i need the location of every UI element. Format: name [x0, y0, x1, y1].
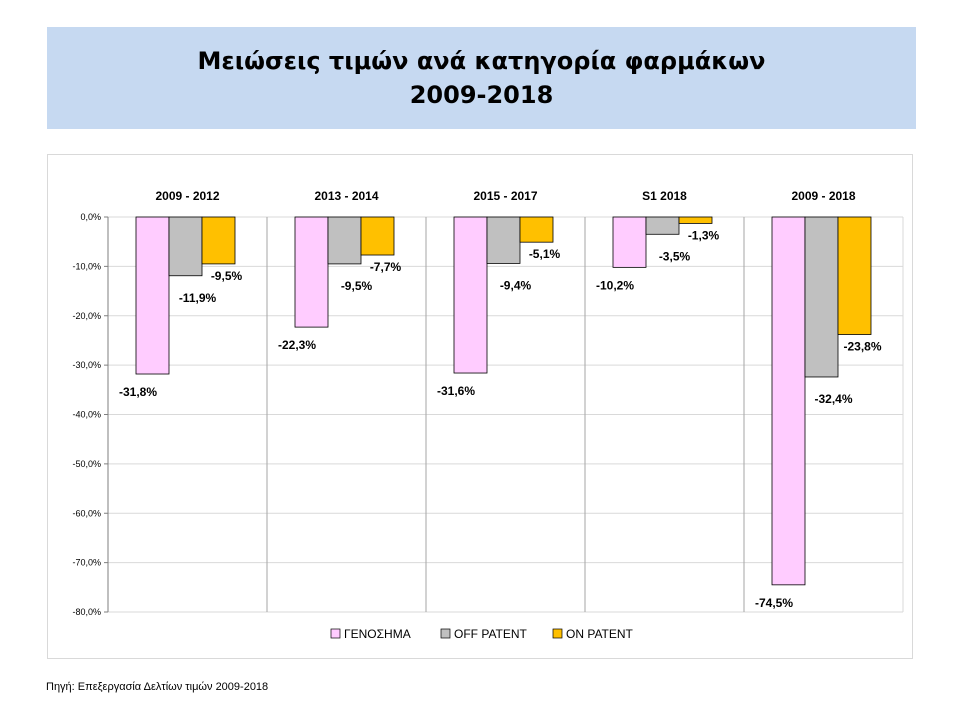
- bar: [201, 216, 236, 265]
- data-label: -23,8%: [843, 340, 881, 354]
- data-label: -3,5%: [659, 249, 691, 263]
- y-tick-label: -30,0%: [72, 360, 101, 370]
- category-label: 2013 - 2014: [314, 189, 378, 203]
- bar: [771, 216, 806, 586]
- bar: [645, 216, 680, 235]
- bar: [360, 216, 395, 256]
- data-label: -1,3%: [688, 228, 720, 242]
- category-label: 2015 - 2017: [473, 189, 537, 203]
- data-label: -11,9%: [179, 291, 217, 305]
- data-label: -10,2%: [596, 278, 634, 292]
- y-tick-label: -70,0%: [72, 558, 101, 568]
- data-label: -5,1%: [529, 247, 561, 261]
- legend-label: ON PATENT: [566, 627, 634, 641]
- data-label: -9,5%: [341, 279, 373, 293]
- data-label: -31,6%: [437, 384, 475, 398]
- data-label: -7,7%: [370, 260, 402, 274]
- bar: [612, 216, 647, 268]
- chart-area: 0,0% -10,0% -20,0% -30,0% -40,0% -50,0% -60,0%…: [47, 154, 913, 659]
- data-label: -22,3%: [278, 338, 316, 352]
- legend-swatch: [330, 628, 341, 639]
- legend-swatch: [552, 628, 563, 639]
- data-label: -31,8%: [119, 385, 157, 399]
- chart-subtitle: 2009-2018: [409, 81, 554, 109]
- chart-title-box: Μειώσεις τιμών ανά κατηγορία φαρμάκων 20…: [47, 27, 916, 129]
- bar: [168, 216, 203, 277]
- bar: [294, 216, 329, 328]
- y-tick-label: -10,0%: [72, 261, 101, 271]
- bar-chart: 0,0% -10,0% -20,0% -30,0% -40,0% -50,0% -60,0%…: [72, 189, 904, 641]
- data-label: -32,4%: [814, 392, 852, 406]
- y-tick-label: 0,0%: [80, 212, 101, 222]
- bar: [135, 216, 170, 375]
- legend-swatch: [440, 628, 451, 639]
- category-label: 2009 - 2018: [791, 189, 855, 203]
- legend-label: ΓΕΝΟΣΗΜΑ: [344, 627, 411, 641]
- bar: [837, 216, 872, 335]
- chart-title: Μειώσεις τιμών ανά κατηγορία φαρμάκων: [197, 47, 766, 75]
- y-tick-label: -50,0%: [72, 459, 101, 469]
- bar: [453, 216, 488, 374]
- data-label: -9,5%: [211, 269, 243, 283]
- category-label: 2009 - 2012: [155, 189, 219, 203]
- bar: [327, 216, 362, 265]
- legend-label: OFF PATENT: [454, 627, 528, 641]
- y-tick-label: -20,0%: [72, 311, 101, 321]
- bar: [486, 216, 521, 264]
- y-tick-label: -40,0%: [72, 410, 101, 420]
- source-note: Πηγή: Επεξεργασία Δελτίων τιμών 2009-201…: [46, 681, 269, 693]
- y-tick-label: -60,0%: [72, 508, 101, 518]
- bar: [678, 216, 713, 224]
- data-label: -74,5%: [755, 596, 793, 610]
- y-tick-label: -80,0%: [72, 607, 101, 617]
- category-label: S1 2018: [642, 189, 687, 203]
- data-label: -9,4%: [500, 278, 532, 292]
- bar: [804, 216, 839, 378]
- bar: [519, 216, 554, 243]
